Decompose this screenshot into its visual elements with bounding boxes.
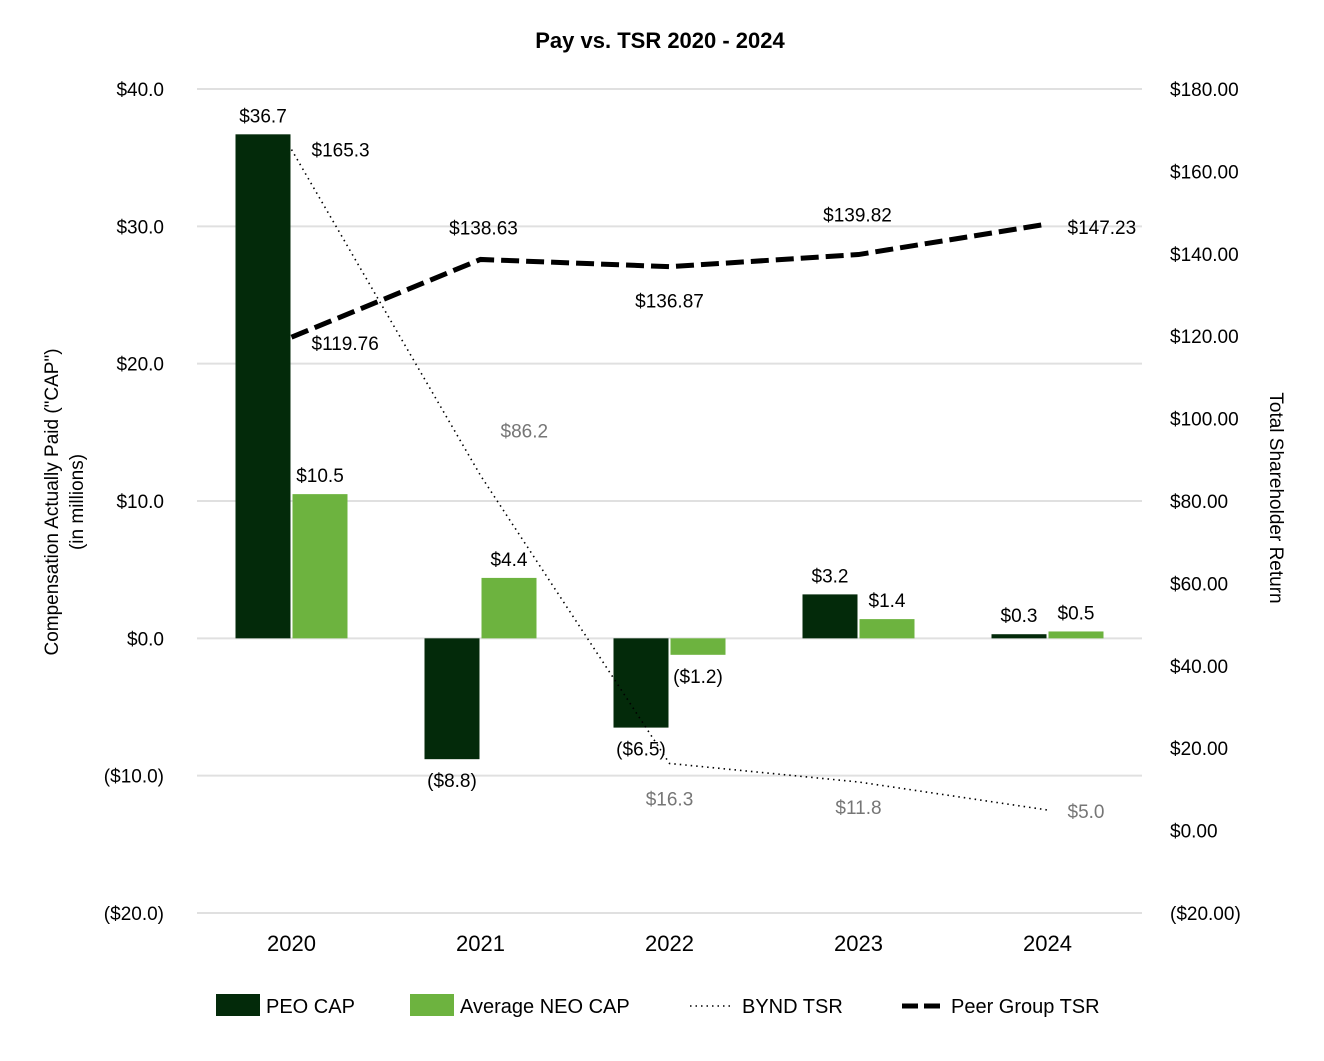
- left-tick-label: ($10.0): [104, 767, 164, 788]
- right-tick-label: $40.00: [1170, 657, 1228, 678]
- peo-cap-data-label: ($8.8): [427, 771, 477, 792]
- neo-cap-bar: [481, 577, 537, 639]
- legend-label-peer-tsr: Peer Group TSR: [951, 996, 1100, 1018]
- left-tick-label: $40.0: [116, 80, 164, 101]
- right-tick-label: $140.00: [1170, 245, 1239, 266]
- right-tick-label: ($20.00): [1170, 904, 1241, 925]
- peo-cap-bar: [235, 134, 291, 639]
- left-tick-label: $0.0: [127, 629, 164, 650]
- x-category-label: 2024: [1023, 931, 1072, 956]
- peo-cap-bar: [424, 638, 480, 760]
- bynd-tsr-data-label: $86.2: [501, 421, 549, 442]
- peer-group-tsr-data-label: $138.63: [449, 218, 518, 239]
- bars-layer: [235, 134, 1104, 760]
- right-axis-title: Total Shareholder Return: [1265, 392, 1286, 603]
- peer-group-tsr-data-label: $136.87: [635, 292, 704, 313]
- peo-cap-bar: [802, 594, 858, 639]
- neo-cap-bar: [859, 619, 915, 639]
- left-axis-subtitle: (in millions): [67, 454, 88, 550]
- lines-layer: [290, 149, 1048, 811]
- peer-group-tsr-data-label: $119.76: [312, 334, 379, 355]
- x-axis-categories: 2020 2021 2022 2023 2024: [267, 931, 1072, 956]
- peo-cap-data-label: ($6.5): [616, 740, 666, 761]
- right-tick-label: $60.00: [1170, 574, 1228, 595]
- bynd-tsr-data-label: $16.3: [646, 789, 694, 810]
- peo-cap-bar: [613, 638, 669, 728]
- bynd-tsr-data-label: $5.0: [1068, 802, 1105, 823]
- bynd-tsr-data-label: $165.3: [312, 141, 370, 162]
- left-tick-label: $30.0: [116, 217, 164, 238]
- right-tick-label: $80.00: [1170, 492, 1228, 513]
- data-labels-layer: $36.7 ($8.8) ($6.5) $3.2 $0.3 $10.5 $4.4 ($1.2)…: [239, 106, 1136, 823]
- peer-group-tsr-line: [290, 221, 1048, 340]
- right-tick-label: $180.00: [1170, 80, 1239, 101]
- neo-cap-data-label: $0.5: [1058, 603, 1095, 624]
- legend-swatch-neo-cap: [410, 994, 454, 1016]
- neo-cap-bar: [670, 638, 726, 655]
- neo-cap-data-label: $10.5: [296, 466, 344, 487]
- right-tick-label: $20.00: [1170, 739, 1228, 760]
- neo-cap-bar: [292, 494, 348, 639]
- x-category-label: 2023: [834, 931, 883, 956]
- x-category-label: 2020: [267, 931, 316, 956]
- x-category-label: 2022: [645, 931, 694, 956]
- bynd-tsr-line: [290, 149, 1048, 811]
- peer-group-tsr-data-label: $147.23: [1068, 218, 1137, 239]
- peo-cap-bar: [991, 634, 1047, 639]
- right-tick-label: $0.00: [1170, 822, 1218, 843]
- peo-cap-data-label: $0.3: [1001, 606, 1038, 627]
- left-tick-label: ($20.0): [104, 904, 164, 925]
- neo-cap-data-label: $1.4: [869, 591, 906, 612]
- left-axis-ticks: $40.0 $30.0 $20.0 $10.0 $0.0 ($10.0) ($20.0): [104, 80, 164, 925]
- x-category-label: 2021: [456, 931, 505, 956]
- neo-cap-data-label: ($1.2): [673, 667, 723, 688]
- left-axis-title: Compensation Actually Paid ("CAP"): [42, 348, 63, 655]
- right-axis-ticks: $180.00 $160.00 $140.00 $120.00 $100.00 $80.0…: [1170, 80, 1241, 925]
- gridlines: [197, 88, 1142, 914]
- peo-cap-data-label: $3.2: [812, 566, 849, 587]
- peer-group-tsr-data-label: $139.82: [823, 206, 892, 227]
- legend-label-neo-cap: Average NEO CAP: [460, 996, 630, 1018]
- neo-cap-bar: [1048, 631, 1104, 639]
- legend: PEO CAP Average NEO CAP BYND TSR Peer Gr…: [216, 994, 1100, 1018]
- right-tick-label: $120.00: [1170, 327, 1239, 348]
- legend-swatch-peo-cap: [216, 994, 260, 1016]
- left-tick-label: $10.0: [116, 492, 164, 513]
- legend-label-peo-cap: PEO CAP: [266, 996, 355, 1018]
- legend-label-bynd-tsr: BYND TSR: [742, 996, 843, 1018]
- bynd-tsr-data-label: $11.8: [835, 798, 881, 819]
- chart-title: Pay vs. TSR 2020 - 2024: [535, 28, 785, 53]
- right-tick-label: $160.00: [1170, 162, 1239, 183]
- peo-cap-data-label: $36.7: [239, 106, 287, 127]
- right-tick-label: $100.00: [1170, 410, 1239, 431]
- left-tick-label: $20.0: [116, 355, 164, 376]
- neo-cap-data-label: $4.4: [491, 550, 528, 571]
